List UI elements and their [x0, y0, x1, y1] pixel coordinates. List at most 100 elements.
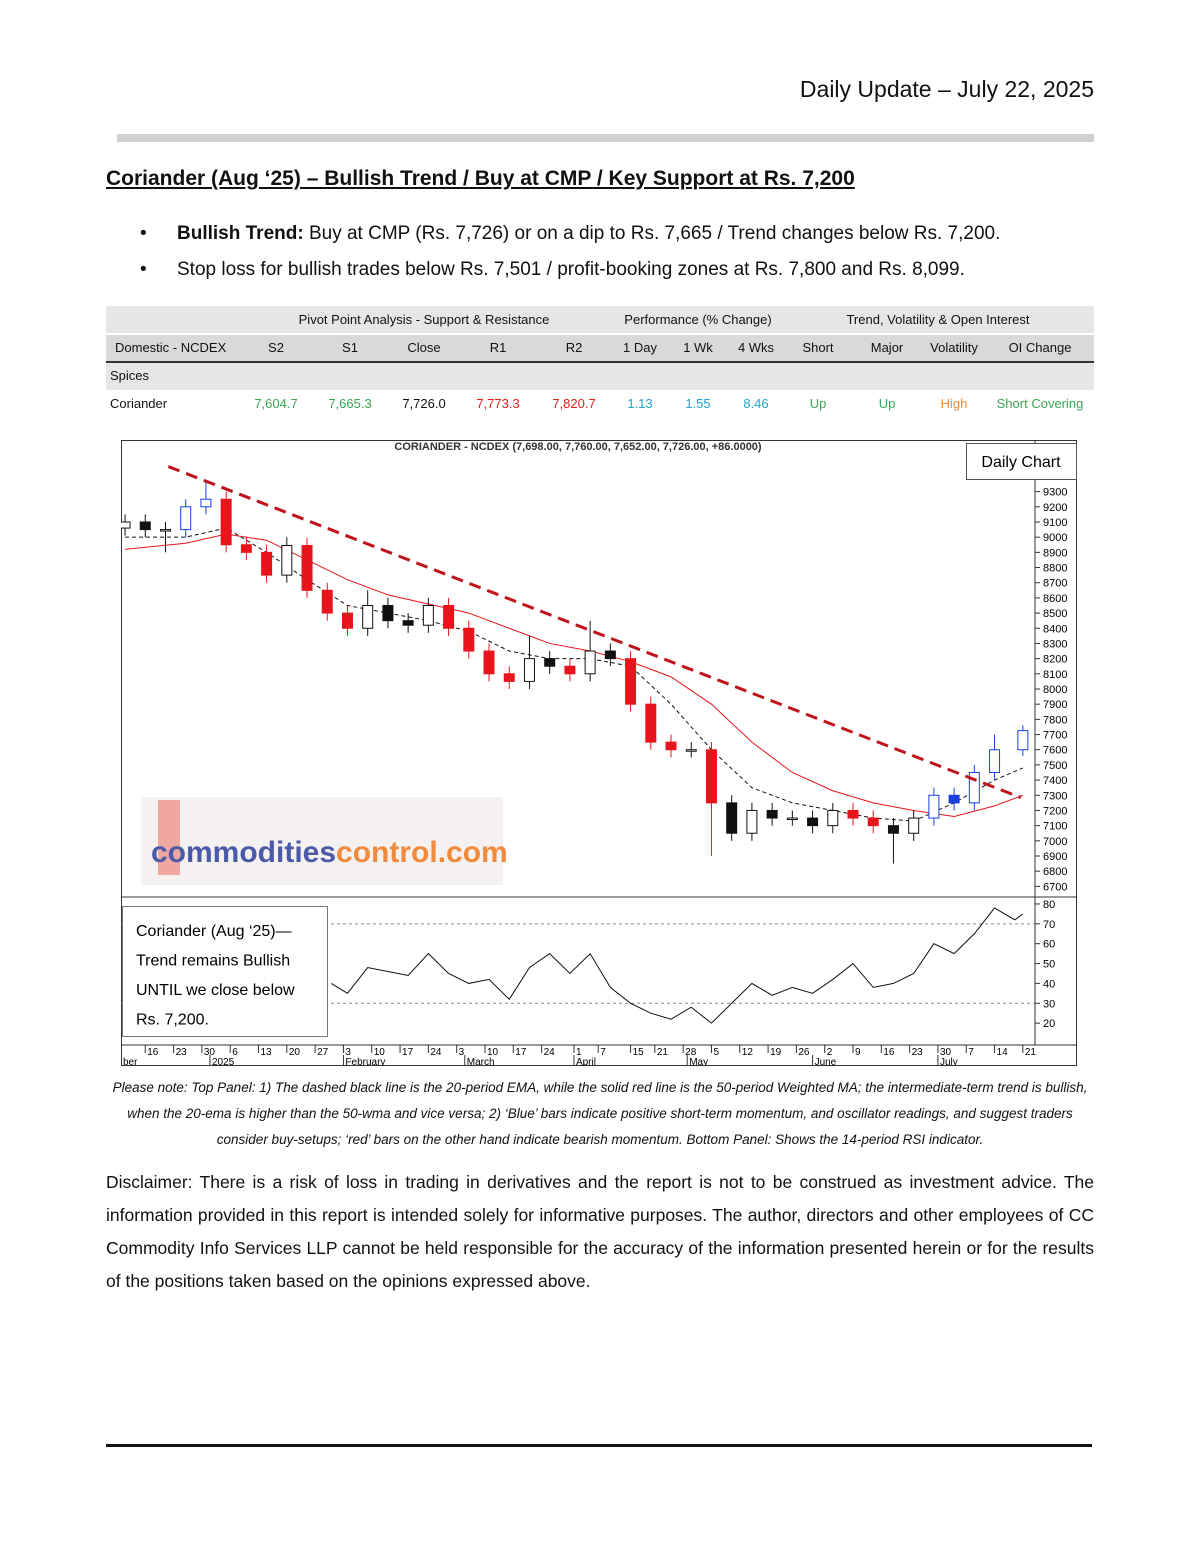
y-tick-label: 8600	[1043, 593, 1067, 605]
candle-body	[362, 604, 374, 629]
x-tick-label: 6	[232, 1047, 238, 1058]
y-tick-label: 7900	[1043, 699, 1067, 711]
bullet-lead: Bullish Trend:	[177, 223, 304, 244]
bullet: • Stop loss for bullish trades below Rs. …	[140, 259, 965, 280]
chart-title: CORIANDER - NCDEX (7,698.00, 7,760.00, 7…	[394, 441, 762, 453]
x-tick-label: 17	[515, 1047, 527, 1058]
x-tick-label: 5	[713, 1047, 719, 1058]
x-tick-label: 16	[883, 1047, 895, 1058]
rsi-tick-label: 40	[1043, 978, 1055, 990]
x-tick-label: 28	[685, 1047, 697, 1058]
column-header: Short	[802, 340, 834, 355]
y-tick-label: 9100	[1043, 517, 1067, 529]
table-cell: 7,665.3	[328, 396, 372, 411]
candle-body	[847, 809, 859, 819]
candle-body	[665, 741, 677, 751]
disclaimer: Disclaimer: There is a risk of loss in t…	[106, 1172, 1094, 1291]
candle-body	[948, 794, 960, 804]
watermark: commoditiescontrol.com	[141, 797, 508, 885]
candle-body	[564, 665, 576, 675]
table-cell: Short Covering	[996, 396, 1084, 411]
table-cell: 1.13	[627, 396, 653, 411]
header-title: Daily Update – July 22, 2025	[799, 76, 1094, 102]
rsi-line	[331, 907, 1024, 1024]
moving-average	[125, 527, 1024, 822]
candle-body	[786, 817, 798, 821]
annotation-line: UNTIL we close below	[136, 982, 295, 999]
group-header-row	[106, 306, 1094, 333]
report-title: Coriander (Aug ‘25) – Bullish Trend / Bu…	[106, 167, 855, 190]
column-header: 4 Wks	[737, 340, 775, 355]
candle-body	[341, 612, 353, 629]
badge-box	[966, 443, 1077, 480]
candle-body	[645, 703, 657, 743]
column-header: Close	[407, 340, 441, 355]
y-tick-label: 7300	[1043, 790, 1067, 802]
y-tick-label: 7500	[1043, 760, 1067, 772]
bullet-text: Stop loss for bullish trades below Rs. 7…	[177, 259, 965, 280]
x-tick-label: 10	[487, 1047, 499, 1058]
column-header: R2	[565, 340, 583, 355]
column-header: 1 Day	[623, 340, 657, 355]
y-tick-label: 6900	[1043, 851, 1067, 863]
table-cell: 7,820.7	[552, 396, 596, 411]
candle-body	[746, 809, 758, 834]
x-tick-label: 27	[317, 1047, 329, 1058]
candle-body	[321, 589, 333, 614]
candle-body	[180, 506, 192, 531]
x-tick-label: 12	[742, 1047, 754, 1058]
x-tick-label: 2	[827, 1047, 833, 1058]
y-tick-label: 7800	[1043, 714, 1067, 726]
table-cell: 7,726.0	[402, 396, 446, 411]
candle-body	[544, 658, 556, 667]
candle-body	[382, 604, 394, 622]
y-tick-label: 8200	[1043, 654, 1067, 666]
y-tick-label: 7400	[1043, 775, 1067, 787]
candle-body	[240, 544, 252, 553]
x-tick-label: 16	[147, 1047, 159, 1058]
candle-body	[908, 817, 920, 834]
rsi-tick-label: 50	[1043, 959, 1055, 971]
candle-body	[159, 529, 171, 532]
group-header: Trend, Volatility & Open Interest	[846, 312, 1030, 327]
x-tick-label: 7	[600, 1047, 606, 1058]
annotation-line: Trend remains Bullish	[136, 953, 290, 970]
candle-body	[867, 817, 879, 827]
candle-body	[422, 604, 434, 626]
candle-body	[200, 498, 212, 508]
annotation-box	[122, 906, 328, 1037]
candle-body	[968, 772, 980, 804]
x-tick-label: 21	[1025, 1047, 1037, 1058]
y-tick-label: 8800	[1043, 563, 1067, 575]
candle-body	[301, 545, 313, 591]
x-tick-label: 30	[204, 1047, 216, 1058]
x-tick-label: 3	[345, 1047, 351, 1058]
group-header: Performance (% Change)	[624, 312, 772, 327]
candle-body	[121, 521, 131, 529]
candle-body	[928, 794, 940, 819]
x-tick-label: 24	[430, 1047, 442, 1058]
table-cell: Up	[809, 396, 827, 411]
x-tick-label: 7	[968, 1047, 974, 1058]
column-header: Domestic - NCDEX	[115, 340, 227, 355]
column-header: OI Change	[1008, 340, 1072, 355]
rsi-tick-label: 70	[1043, 919, 1055, 931]
y-tick-label: 8900	[1043, 547, 1067, 559]
month-label: April	[576, 1057, 596, 1066]
candle-body	[443, 604, 455, 629]
y-tick-label: 9000	[1043, 532, 1067, 544]
column-header-row	[106, 335, 1094, 363]
column-header: R1	[489, 340, 507, 355]
table-cell: High	[940, 396, 968, 411]
y-tick-label: 7100	[1043, 821, 1067, 833]
table-cell: 7,773.3	[476, 396, 520, 411]
month-label: ber	[123, 1057, 138, 1066]
candle-body	[887, 825, 899, 834]
candle-body	[726, 802, 738, 834]
candle-body	[523, 658, 535, 682]
candle-body	[402, 620, 414, 626]
bullet-text: Buy at CMP (Rs. 7,726) or on a dip to Rs…	[308, 223, 1001, 244]
candle-body	[1017, 730, 1029, 751]
bullet: • Bullish Trend: Buy at CMP (Rs. 7,726) o…	[140, 223, 1001, 244]
